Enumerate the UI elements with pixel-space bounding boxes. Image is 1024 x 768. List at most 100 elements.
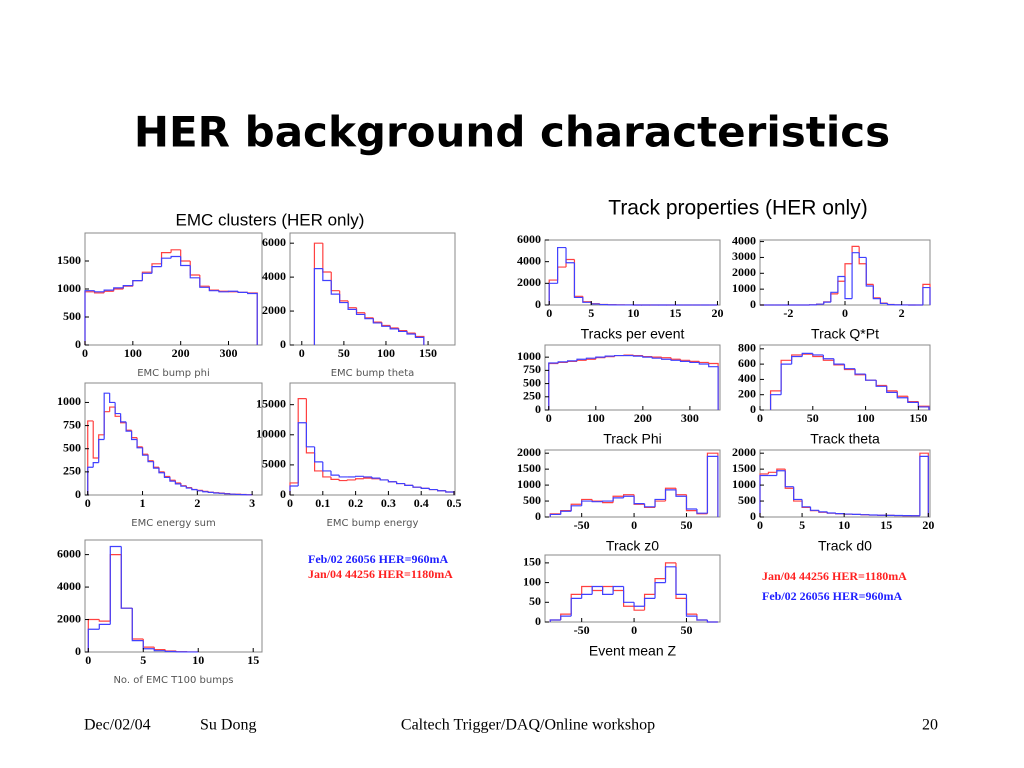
histogram-bin xyxy=(132,280,143,286)
x-tick-label: 0.2 xyxy=(348,496,363,510)
y-tick-label: 1500 xyxy=(517,461,541,475)
x-tick-label: 100 xyxy=(377,346,395,360)
x-tick-label: 50 xyxy=(338,346,350,360)
histogram-bin xyxy=(685,496,697,510)
y-tick-label: 5000 xyxy=(262,457,286,471)
y-tick-label: 800 xyxy=(738,341,756,355)
histogram-bin xyxy=(330,470,340,476)
y-tick-label: 750 xyxy=(523,362,541,376)
histogram-bin xyxy=(160,257,172,267)
x-tick-label: 20 xyxy=(711,306,723,320)
histogram-bin xyxy=(654,581,666,599)
histogram-bin xyxy=(98,619,111,622)
histogram-bin xyxy=(164,650,177,653)
histogram-bin xyxy=(576,358,587,361)
histogram-bin xyxy=(858,246,867,265)
y-tick-label: 1000 xyxy=(517,349,541,363)
y-tick-label: 600 xyxy=(738,356,756,370)
histogram-bin xyxy=(560,615,572,621)
x-tick-label: 100 xyxy=(857,411,875,425)
y-tick-label: 1000 xyxy=(732,281,756,295)
slide-title: HER background characteristics xyxy=(134,108,890,157)
y-tick-label: 2000 xyxy=(517,275,541,289)
y-tick-label: 4000 xyxy=(262,269,286,283)
histogram-bin xyxy=(406,331,416,335)
histogram-bin xyxy=(812,353,824,356)
histogram-bin xyxy=(675,489,687,497)
x-tick-label: 0 xyxy=(546,411,552,425)
histogram-bin xyxy=(381,322,391,327)
footer-date: Dec/02/04 xyxy=(84,717,151,734)
histogram-bin xyxy=(355,478,364,480)
y-tick-label: 250 xyxy=(63,464,81,478)
histogram-bin xyxy=(582,297,592,303)
histogram-bin xyxy=(675,566,687,596)
histogram-bin xyxy=(651,356,662,358)
histogram-bin xyxy=(364,314,374,320)
histogram-bin xyxy=(835,513,845,515)
y-tick-label: 1500 xyxy=(57,253,81,267)
histogram-bin xyxy=(163,472,170,479)
y-tick-label: 0 xyxy=(75,337,81,351)
x-axis-label: Track theta xyxy=(810,431,880,447)
histogram-bin xyxy=(247,292,258,345)
histogram-bin xyxy=(322,470,332,478)
x-axis-label: Track Q*Pt xyxy=(811,326,879,342)
y-tick-label: 150 xyxy=(523,555,541,569)
y-tick-label: 15000 xyxy=(256,396,286,410)
histogram-bin xyxy=(661,357,672,359)
histogram-bin xyxy=(661,358,672,360)
y-tick-label: 2000 xyxy=(732,265,756,279)
histogram-bin xyxy=(664,489,676,500)
histogram-bin xyxy=(844,276,853,300)
histogram-bin xyxy=(330,280,340,295)
histogram-bin xyxy=(120,413,127,423)
histogram-bin xyxy=(387,479,397,483)
y-tick-label: 2000 xyxy=(262,303,286,317)
x-tick-label: 0 xyxy=(631,518,637,532)
histogram-bin xyxy=(886,386,898,394)
x-tick-label: 5 xyxy=(140,653,146,667)
histogram-bin xyxy=(158,468,165,474)
histogram-bin xyxy=(633,496,645,505)
histogram-bin xyxy=(643,503,656,508)
x-tick-label: 50 xyxy=(807,411,819,425)
x-tick-label: 0.4 xyxy=(414,496,429,510)
histogram-bin xyxy=(864,374,877,381)
plot-frame xyxy=(544,344,721,411)
y-tick-label: 6000 xyxy=(517,232,541,246)
y-tick-label: 500 xyxy=(523,493,541,507)
histogram-bin xyxy=(780,363,792,395)
histogram-bin xyxy=(599,303,609,306)
histogram-bin xyxy=(759,474,769,517)
y-tick-label: 0 xyxy=(535,614,541,628)
y-tick-label: 1000 xyxy=(732,477,756,491)
histogram-bin xyxy=(696,509,708,514)
histogram-bin xyxy=(87,466,94,495)
histogram-bin xyxy=(180,483,187,487)
legend-entry: Feb/02 26056 HER=960mA xyxy=(762,589,903,603)
plot-frame xyxy=(84,382,263,496)
histogram-bin xyxy=(581,593,593,599)
histogram-bin xyxy=(679,360,690,362)
y-tick-label: 10000 xyxy=(256,427,286,441)
histogram-bin xyxy=(131,608,144,642)
histogram-bin xyxy=(305,422,315,448)
y-tick-label: 2000 xyxy=(57,611,81,625)
histogram-bin xyxy=(706,620,718,623)
y-tick-label: 0 xyxy=(75,487,81,501)
plot-frame xyxy=(544,554,721,623)
x-tick-label: 50 xyxy=(680,623,692,637)
histogram-bin xyxy=(565,247,575,264)
y-tick-label: 500 xyxy=(738,493,756,507)
x-axis-label: No. of EMC T100 bumps xyxy=(113,675,233,686)
histogram-bin xyxy=(170,255,181,259)
histogram-bin xyxy=(818,510,828,513)
y-tick-label: 4000 xyxy=(517,253,541,267)
x-tick-label: 15 xyxy=(669,306,681,320)
histogram-bin xyxy=(371,476,381,479)
x-axis-label: Tracks per event xyxy=(581,326,685,342)
x-tick-label: 100 xyxy=(124,346,142,360)
histogram-bin xyxy=(208,287,219,292)
histogram-bin xyxy=(595,356,606,359)
